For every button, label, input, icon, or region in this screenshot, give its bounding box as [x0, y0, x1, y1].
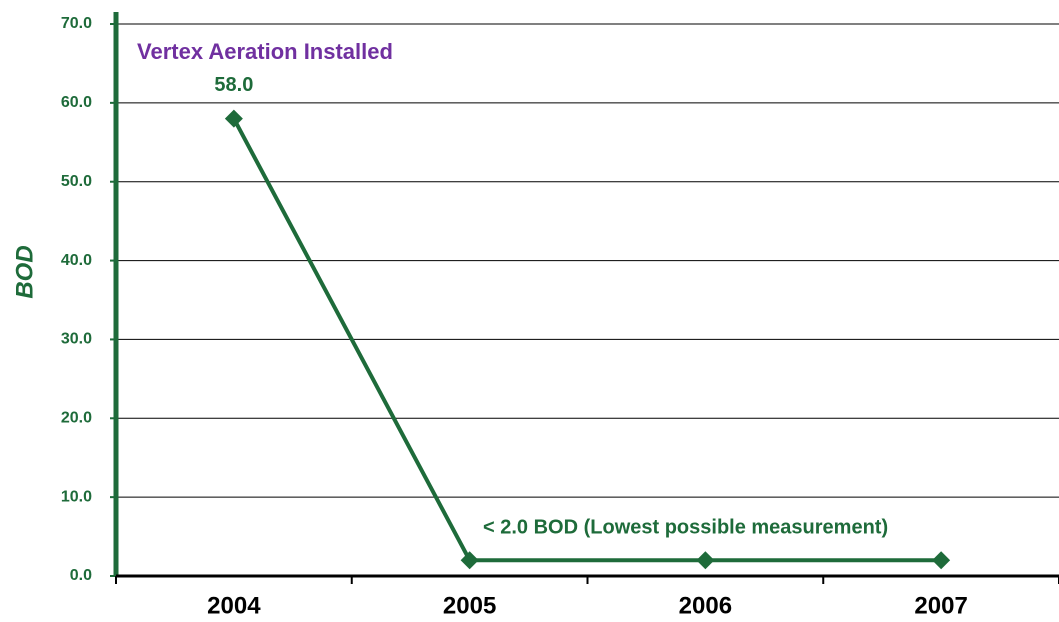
annotation: < 2.0 BOD (Lowest possible measurement): [483, 516, 888, 538]
y-tick-label: 50.0: [61, 173, 92, 190]
marker: [932, 551, 951, 570]
data-line: [232, 117, 942, 563]
y-tick-label: 60.0: [61, 94, 92, 111]
y-tick-label: 70.0: [61, 15, 92, 32]
x-tick-label: 2005: [443, 592, 496, 619]
x-tick-label: 2007: [914, 592, 967, 619]
x-tick-label: 2006: [679, 592, 732, 619]
marker: [224, 109, 243, 128]
y-tick-label: 40.0: [61, 252, 92, 269]
value-label: 58.0: [214, 74, 253, 96]
y-tick-label: 10.0: [61, 488, 92, 505]
annotation: Vertex Aeration Installed: [137, 39, 393, 64]
y-tick-label: 20.0: [61, 410, 92, 427]
y-tick-label: 0.0: [70, 567, 92, 584]
marker: [696, 551, 715, 570]
y-axis-label: BOD: [11, 245, 38, 298]
y-tick-label: 30.0: [61, 331, 92, 348]
marker: [460, 551, 479, 570]
x-tick-label: 2004: [207, 592, 261, 619]
